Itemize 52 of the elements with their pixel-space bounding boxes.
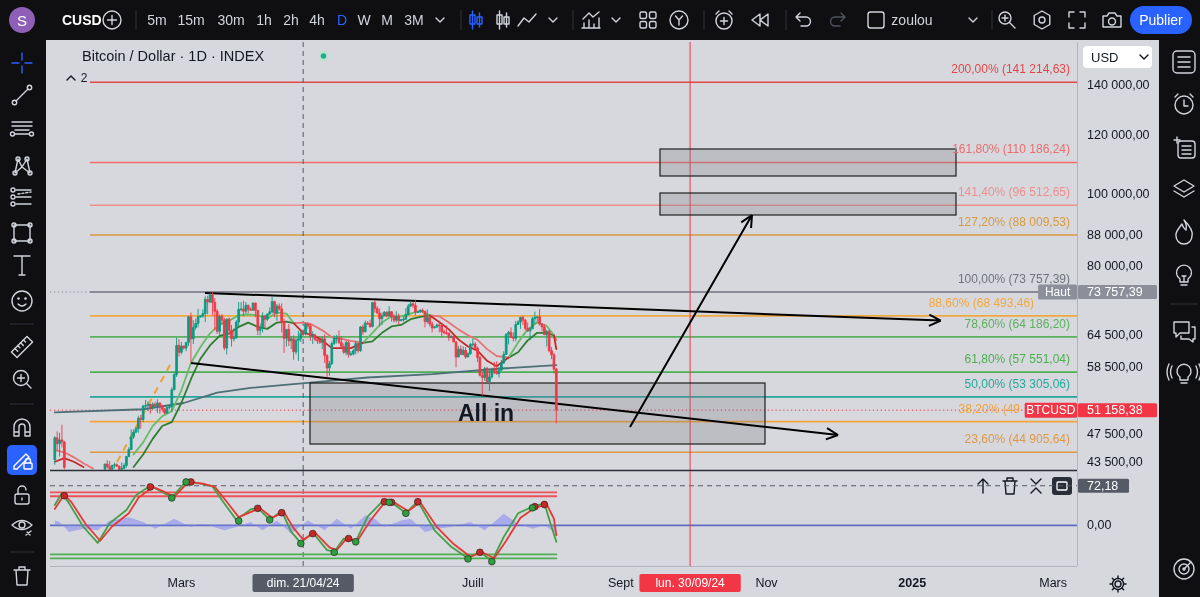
text: W — [357, 12, 372, 28]
y-tick-label: 47 500,00 — [1087, 427, 1143, 442]
x-tick-label: Mars — [167, 576, 196, 590]
x-tick-label: Mars — [1039, 576, 1068, 590]
y-tick-label: 58 500,00 — [1087, 359, 1143, 374]
x-tick-label: Sept — [607, 576, 635, 590]
text: M — [381, 12, 393, 28]
y-tick-label: 140 000,00 — [1087, 78, 1150, 93]
text: 1h — [256, 12, 272, 28]
ref-line-label: 23,60% (44 905,64) — [964, 432, 1070, 447]
chart-title: Bitcoin / Dollar · 1D · INDEX — [82, 48, 265, 64]
ref-line-label: 127,20% (88 009,53) — [957, 214, 1070, 229]
y-tick-label: 73 757,39 — [1087, 285, 1143, 300]
annotation: 38,20% (49 — [958, 401, 1021, 416]
ref-line-label: 50,00% (53 305,06) — [964, 376, 1070, 391]
ref-line-label: 61,80% (57 551,04) — [964, 352, 1070, 367]
text: zoulou — [891, 12, 933, 28]
y-tick-label: 72,18 — [1087, 478, 1119, 493]
ref-line-label: dim. 21/04/24 — [266, 576, 340, 590]
text: 15m — [177, 12, 205, 28]
text: S — [16, 11, 28, 29]
ref-line-label: 161,80% (110 186,24) — [952, 142, 1070, 157]
text: 2h — [283, 12, 299, 28]
ref-line-label: 88,60% (68 493,46) — [928, 295, 1035, 310]
x-tick-label: 2025 — [898, 576, 927, 590]
annotation: All in — [457, 400, 515, 426]
x-tick-label: Juill — [461, 576, 484, 590]
y-tick-label: 43 500,00 — [1087, 455, 1143, 470]
ref-line-label: 141,40% (96 512,65) — [957, 185, 1070, 200]
text: Publier — [1139, 12, 1184, 28]
y-tick-label: 100 000,00 — [1087, 186, 1150, 201]
y-tick-label: 88 000,00 — [1087, 228, 1143, 243]
y-tick-label: 120 000,00 — [1087, 127, 1150, 142]
text: 4h — [309, 12, 325, 28]
annotation: 2 — [80, 71, 88, 85]
y-tick-label: 64 500,00 — [1087, 328, 1143, 343]
ref-line-label: BTCUSD — [1026, 403, 1076, 418]
text: 30m — [217, 12, 245, 28]
ref-line-label: 78,60% (64 186,20) — [964, 316, 1070, 331]
text: 3M — [404, 12, 424, 28]
ref-line-label: lun. 30/09/24 — [655, 576, 726, 590]
ref-line-label: 100,00% (73 757,39) — [957, 272, 1070, 287]
text: D — [336, 12, 348, 28]
x-tick-label: Nov — [755, 576, 779, 590]
y-tick-label: 0,00 — [1087, 518, 1112, 533]
y-tick-label: 80 000,00 — [1087, 258, 1143, 273]
ref-line-label: 200,00% (141 214,63) — [951, 62, 1070, 77]
text: CUSD — [62, 12, 102, 28]
ref-line-label: Haut — [1044, 285, 1071, 300]
text: 5m — [147, 12, 167, 28]
text: USD — [1091, 49, 1119, 65]
y-tick-label: 51 158,38 — [1087, 403, 1143, 418]
